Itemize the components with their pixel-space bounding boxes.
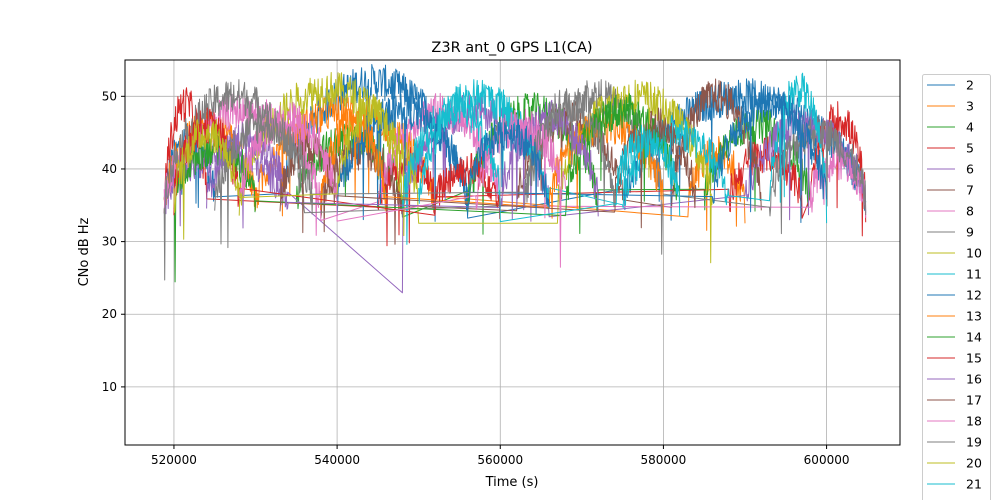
legend-label: 16 — [966, 372, 982, 387]
x-axis-ticks: 520000 540000 560000 580000 600000 — [151, 445, 849, 467]
legend-label: 18 — [966, 414, 982, 429]
y-tick-label: 50 — [102, 89, 117, 103]
y-axis-ticks: 10 20 30 40 50 — [102, 89, 125, 394]
series-line-16 — [206, 99, 599, 220]
chart-title: Z3R ant_0 GPS L1(CA) — [431, 40, 592, 56]
x-tick-label: 600000 — [804, 453, 850, 467]
series-line-21 — [418, 93, 681, 223]
legend-label: 20 — [966, 456, 982, 471]
y-tick-label: 30 — [102, 235, 117, 249]
x-tick-label: 540000 — [314, 453, 360, 467]
plot-frame — [124, 59, 901, 446]
series-line-11 — [401, 72, 828, 245]
legend-label: 15 — [966, 351, 982, 366]
series-line-20 — [173, 94, 403, 240]
legend-label: 7 — [966, 183, 974, 198]
y-tick-label: 20 — [102, 307, 117, 321]
legend-label: 12 — [966, 288, 982, 303]
series-line-19 — [214, 88, 615, 249]
x-tick-label: 560000 — [477, 453, 523, 467]
legend-label: 3 — [966, 99, 974, 114]
legend-label: 2 — [966, 78, 974, 93]
x-tick-label: 520000 — [151, 453, 197, 467]
x-tick-label: 580000 — [641, 453, 687, 467]
legend-label: 22 — [966, 498, 982, 500]
legend-label: 10 — [966, 246, 982, 261]
series-line-18 — [238, 101, 566, 268]
x-axis-label: Time (s) — [485, 475, 539, 490]
legend-label: 14 — [966, 330, 982, 345]
legend-label: 21 — [966, 477, 982, 492]
y-tick-label: 40 — [102, 162, 117, 176]
legend-box — [922, 74, 991, 500]
legend-label: 4 — [966, 120, 974, 135]
y-tick-label: 10 — [102, 380, 117, 394]
legend-label: 5 — [966, 141, 974, 156]
series-lines — [163, 64, 867, 294]
legend-label: 13 — [966, 309, 982, 324]
legend-label: 9 — [966, 225, 974, 240]
series-line-22 — [467, 118, 550, 216]
legend-label: 19 — [966, 435, 982, 450]
legend-label: 11 — [966, 267, 982, 282]
legend-label: 17 — [966, 393, 982, 408]
legend-label: 8 — [966, 204, 974, 219]
legend: 2 3 4 5 6 7 8 9 10 11 12 13 14 15 16 17 18 19 20 21 22 — [922, 74, 991, 500]
legend-label: 6 — [966, 162, 974, 177]
y-axis-label: CNo dB Hz — [77, 217, 92, 286]
